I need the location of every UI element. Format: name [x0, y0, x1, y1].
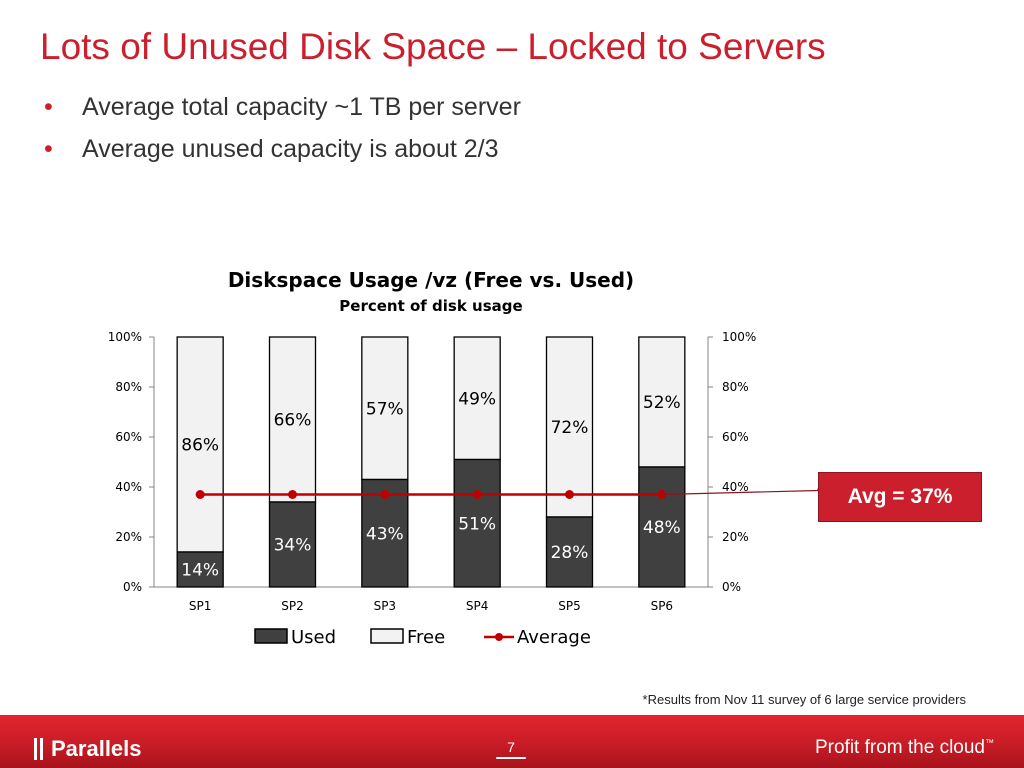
chart-title: Diskspace Usage /vz (Free vs. Used) — [228, 268, 634, 292]
y-tick-label: 100% — [108, 330, 142, 344]
trademark-mark: ™ — [985, 737, 994, 748]
y-tick-label-secondary: 0% — [722, 580, 741, 594]
data-label-used: 34% — [274, 536, 312, 556]
parallels-logo[interactable]: Parallels — [34, 735, 142, 763]
average-point — [195, 490, 205, 499]
y-tick-label-secondary: 40% — [722, 480, 749, 494]
data-label-free: 49% — [458, 389, 496, 409]
bullet-text: Average total capacity ~1 TB per server — [82, 93, 521, 121]
data-label-used: 14% — [181, 561, 219, 581]
y-tick-label: 0% — [123, 580, 142, 594]
x-tick-label: SP1 — [189, 599, 212, 613]
tagline: Profit from the cloud™ — [815, 737, 994, 759]
bullet-item: • Average total capacity ~1 TB per server — [44, 90, 521, 132]
y-tick-label-secondary: 80% — [722, 380, 749, 394]
footer-bar: Parallels 7 Profit from the cloud™ — [0, 715, 1024, 768]
slide-title: Lots of Unused Disk Space – Locked to Se… — [40, 26, 826, 67]
logo-text: Parallels — [51, 736, 142, 761]
page-number: 7 — [507, 739, 515, 755]
legend-swatch-free — [370, 628, 404, 644]
bullet-icon: • — [44, 93, 53, 121]
data-label-free: 72% — [551, 418, 589, 438]
data-label-free: 66% — [274, 411, 312, 431]
footnote: *Results from Nov 11 survey of 6 large s… — [642, 692, 966, 707]
tagline-text: Profit from the cloud — [814, 737, 985, 758]
data-label-used: 48% — [643, 518, 681, 538]
x-tick-label: SP5 — [558, 599, 581, 613]
y-tick-label: 80% — [115, 380, 142, 394]
legend-label-average: Average — [517, 627, 591, 648]
data-label-free: 86% — [181, 436, 219, 456]
legend-swatch-used — [254, 628, 288, 644]
bar-used — [268, 501, 317, 588]
x-tick-label: SP3 — [374, 599, 397, 613]
chart-subtitle: Percent of disk usage — [339, 297, 522, 315]
bar-used — [638, 466, 686, 588]
legend-marker-average — [495, 633, 503, 641]
y-tick-label-secondary: 60% — [722, 430, 749, 444]
legend-label-free: Free — [407, 627, 445, 648]
x-tick-label: SP2 — [281, 599, 304, 613]
bullet-item: • Average unused capacity is about 2/3 — [44, 132, 521, 174]
data-label-used: 28% — [551, 543, 589, 563]
average-point — [380, 490, 390, 499]
legend-label-used: Used — [291, 627, 336, 648]
bar-free — [638, 336, 686, 468]
bar-free — [545, 336, 594, 518]
x-tick-label: SP4 — [466, 599, 489, 613]
bar-used — [176, 551, 224, 588]
x-tick-label: SP6 — [651, 599, 674, 613]
y-tick-label-secondary: 20% — [722, 530, 749, 544]
data-label-free: 57% — [366, 399, 404, 419]
average-point — [472, 490, 482, 499]
bullet-text: Average unused capacity is about 2/3 — [82, 135, 499, 163]
data-label-free: 52% — [643, 393, 681, 413]
bar-free — [268, 336, 317, 503]
bar-used — [545, 516, 594, 588]
bar-free — [361, 336, 409, 481]
bar-used — [453, 458, 501, 588]
average-callout: Avg = 37% — [818, 472, 982, 522]
average-point — [288, 490, 297, 499]
logo-bars-icon — [34, 738, 43, 760]
data-label-used: 43% — [366, 524, 404, 544]
bullet-list: • Average total capacity ~1 TB per server… — [44, 90, 521, 174]
y-tick-label: 40% — [115, 480, 142, 494]
y-tick-label-secondary: 100% — [722, 330, 756, 344]
bar-free — [453, 336, 501, 461]
bullet-icon: • — [44, 135, 53, 163]
y-tick-label: 60% — [115, 430, 142, 444]
page-swoosh-icon — [496, 757, 526, 759]
diskspace-chart: Diskspace Usage /vz (Free vs. Used) Perce… — [108, 268, 819, 648]
average-point — [565, 490, 574, 499]
data-label-used: 51% — [458, 514, 496, 534]
y-tick-label: 20% — [115, 530, 142, 544]
